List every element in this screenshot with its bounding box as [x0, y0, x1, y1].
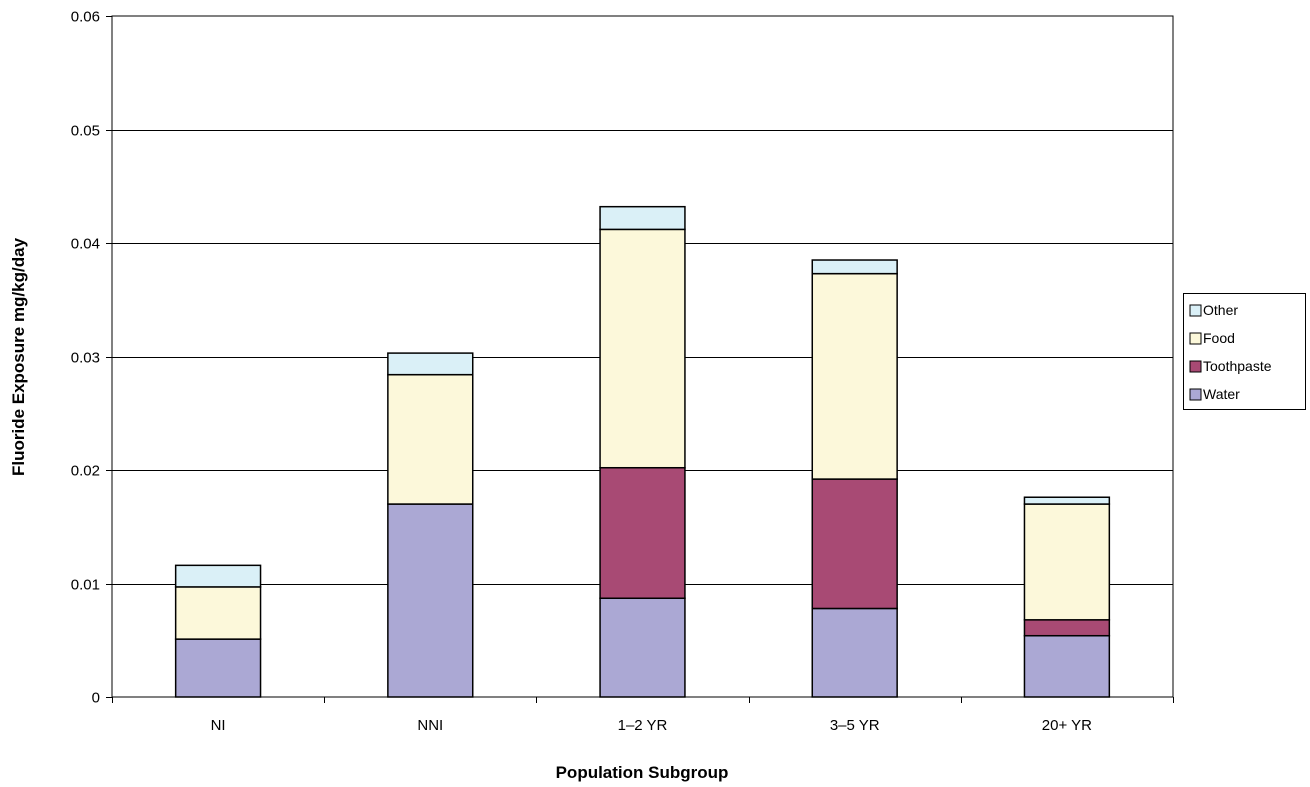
bar-segment-water [599, 597, 686, 698]
bar-segment-other [1023, 496, 1111, 505]
bar-segment-toothpaste [599, 466, 686, 600]
y-tick-label: 0.04 [71, 236, 100, 253]
legend-swatch-food [1189, 332, 1202, 345]
bar-segment-food [599, 228, 686, 469]
x-tick-label: 3–5 YR [830, 717, 880, 734]
bar-segment-food [174, 586, 262, 640]
legend-swatch-other [1189, 304, 1202, 317]
legend-label-toothpaste: Toothpaste [1203, 358, 1272, 374]
y-tick-label: 0.03 [71, 350, 100, 367]
bar-segment-water [811, 607, 898, 698]
bar-segment-other [387, 352, 474, 376]
bar-segment-water [1023, 634, 1111, 698]
bar-segment-other [811, 259, 898, 275]
x-tick-label: 20+ YR [1042, 717, 1092, 734]
legend-label-water: Water [1203, 386, 1240, 402]
x-tick-label: NNI [417, 717, 443, 734]
y-tick-label: 0.05 [71, 123, 100, 140]
x-tick-label: 1–2 YR [618, 717, 668, 734]
bar-segment-food [811, 272, 898, 480]
x-tick-labels: NI NNI 1–2 YR 3–5 YR 20+ YR [211, 717, 1093, 734]
legend-swatch-water [1189, 388, 1202, 401]
x-tick-label: NI [211, 717, 226, 734]
y-tick-label: 0.06 [71, 9, 100, 26]
bar-segment-water [387, 503, 474, 698]
bar-segment-food [1023, 503, 1111, 621]
bar-segment-water [174, 638, 262, 698]
y-tick-label: 0.01 [71, 577, 100, 594]
legend-label-food: Food [1203, 330, 1235, 346]
legend-box [1183, 293, 1306, 410]
plot-area-border [111, 15, 1174, 698]
legend-swatch-toothpaste [1189, 360, 1202, 373]
y-tick-label: 0.02 [71, 463, 100, 480]
legend-label-other: Other [1203, 302, 1238, 318]
bar-segment-toothpaste [811, 478, 898, 610]
y-tick-labels: 0 0.01 0.02 0.03 0.04 0.05 0.06 [71, 9, 100, 707]
legend: Other Food Toothpaste Water [1183, 293, 1306, 410]
bar-segment-other [174, 564, 262, 588]
bar-segment-food [387, 373, 474, 505]
bar-segment-other [599, 205, 686, 231]
bars [174, 205, 1111, 698]
axes [106, 15, 1174, 703]
y-tick-label: 0 [92, 690, 100, 707]
bar-segment-toothpaste [1023, 619, 1111, 637]
y-axis-title: Fluoride Exposure mg/kg/day [9, 237, 28, 476]
x-axis-title: Population Subgroup [556, 763, 729, 782]
